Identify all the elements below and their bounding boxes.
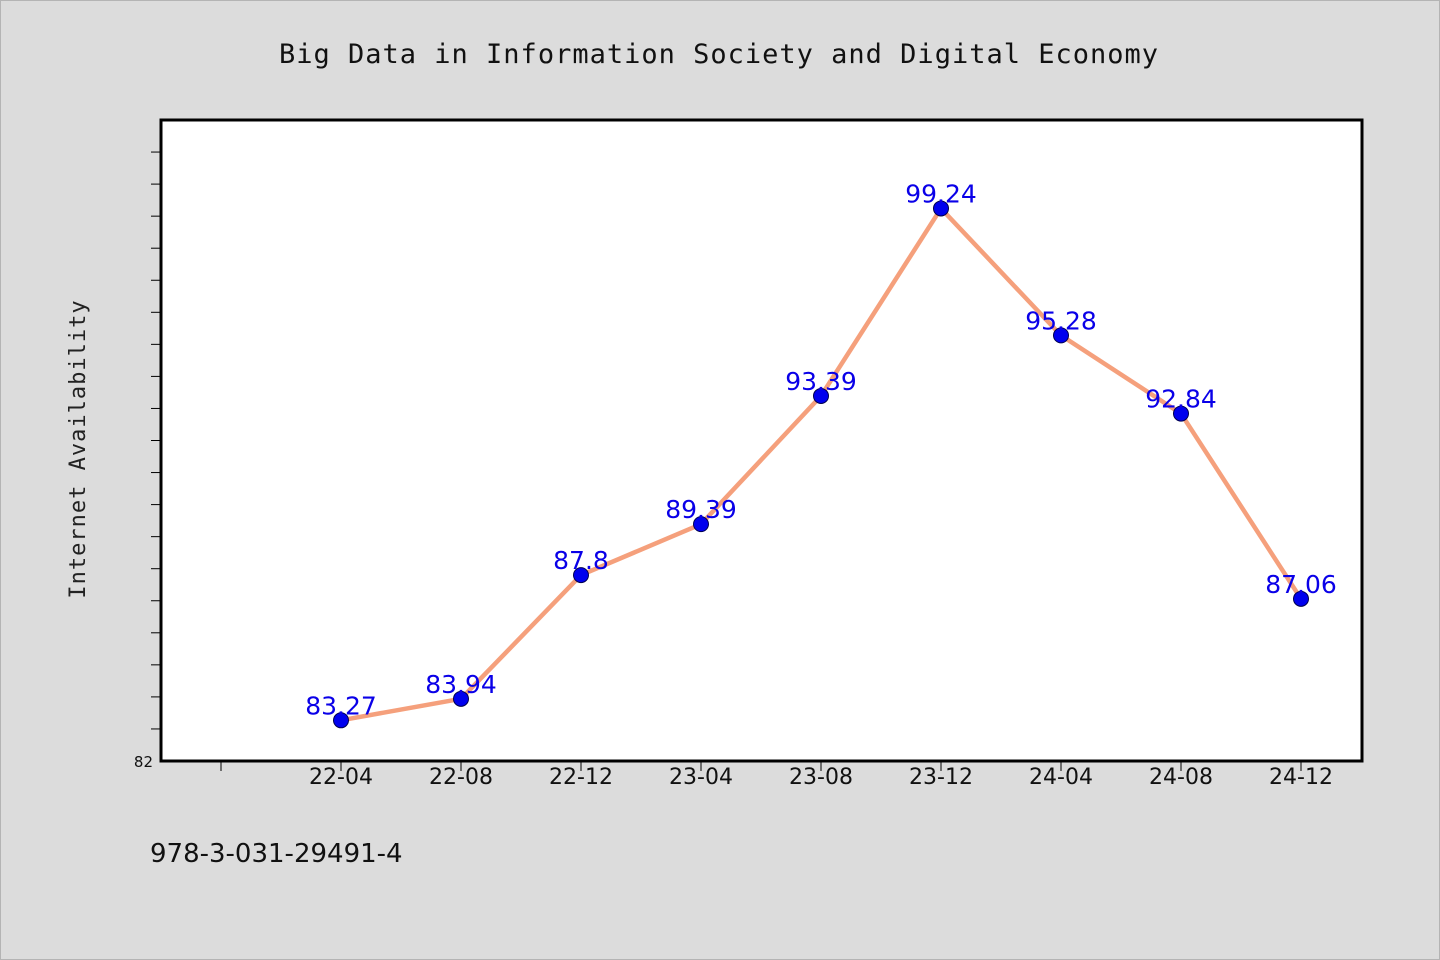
x-tick-label: 22-04	[309, 765, 373, 790]
data-point	[453, 690, 469, 707]
x-axis-ticks	[220, 761, 1302, 771]
data-label: 93.39	[785, 367, 857, 396]
data-point	[933, 200, 949, 217]
data-label: 87.8	[553, 546, 609, 575]
chart-title: Big Data in Information Society and Digi…	[279, 39, 1159, 70]
plot-area	[159, 118, 1364, 763]
data-label: 95.28	[1025, 306, 1097, 335]
x-tick-label: 24-04	[1029, 765, 1093, 790]
data-point	[573, 567, 589, 584]
y-axis-tick-labels: 82	[134, 753, 153, 771]
x-axis-tick-labels: 22-04 22-08 22-12 23-04 23-08 23-12 24-04 24-08…	[309, 765, 1333, 790]
x-tick-label: 22-08	[429, 765, 493, 790]
data-label: 92.84	[1145, 385, 1217, 414]
data-point	[1293, 590, 1309, 607]
data-point	[333, 712, 349, 729]
data-label: 99.24	[905, 179, 977, 208]
data-point	[1053, 327, 1069, 344]
isbn-footer: 978-3-031-29491-4	[150, 839, 403, 869]
x-tick-label: 23-08	[789, 765, 853, 790]
x-tick-label: 24-12	[1269, 765, 1333, 790]
data-label: 87.06	[1265, 570, 1337, 599]
y-tick-label: 82	[134, 753, 153, 771]
series-group: 83.27 83.94 87.8 89.39 93.39 99.24 95.28 92.84 8…	[305, 179, 1337, 729]
x-tick-label: 23-04	[669, 765, 733, 790]
data-point	[813, 387, 829, 404]
y-axis-ticks	[151, 151, 161, 730]
data-label: 83.27	[305, 691, 377, 720]
y-axis-label: Internet Availability	[66, 299, 91, 598]
data-label: 89.39	[665, 495, 737, 524]
x-tick-label: 22-12	[549, 765, 613, 790]
x-tick-label: 24-08	[1149, 765, 1213, 790]
x-tick-label: 23-12	[909, 765, 973, 790]
data-label: 83.94	[425, 670, 497, 699]
data-point	[693, 516, 709, 533]
data-point	[1173, 405, 1189, 422]
